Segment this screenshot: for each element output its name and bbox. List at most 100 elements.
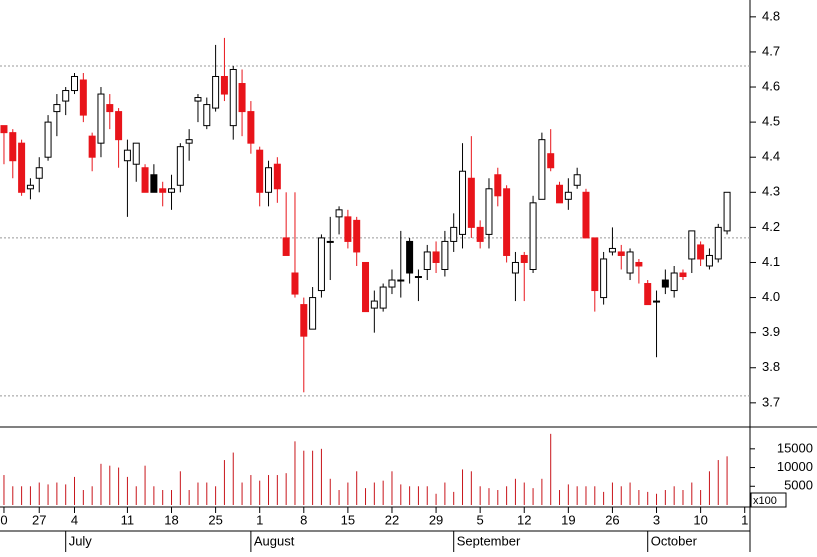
candle-body xyxy=(62,90,70,102)
candle-body xyxy=(123,149,131,162)
candle-body xyxy=(670,272,678,292)
candle-body xyxy=(653,300,661,303)
candle-body xyxy=(282,237,290,256)
candle-body xyxy=(608,247,616,253)
candle-body xyxy=(53,104,61,113)
month-label: August xyxy=(254,533,295,548)
y-tick-label: 3.9 xyxy=(762,324,780,339)
candle-body xyxy=(388,279,396,288)
candle-body xyxy=(441,240,449,270)
y-tick-label: 4.1 xyxy=(762,254,780,269)
y-tick-label: 4.0 xyxy=(762,289,780,304)
candle-body xyxy=(335,209,343,218)
candle-body xyxy=(467,177,475,228)
y-tick-label: 4.8 xyxy=(762,8,780,23)
x-tick-label: 19 xyxy=(561,512,575,527)
y-tick-label: 4.3 xyxy=(762,184,780,199)
x-tick-label: 27 xyxy=(32,512,46,527)
y-tick-label: 4.7 xyxy=(762,43,780,58)
candle-body xyxy=(379,286,387,309)
y-tick-label: 4.6 xyxy=(762,78,780,93)
candle-body xyxy=(88,135,96,158)
candle-body xyxy=(688,230,696,260)
candle-body xyxy=(79,79,87,116)
candle-body xyxy=(317,237,325,292)
candle-body xyxy=(538,139,546,200)
candle-body xyxy=(353,219,361,253)
candle-body xyxy=(9,132,17,162)
y-tick-label: 4.2 xyxy=(762,219,780,234)
candle-body xyxy=(194,97,202,102)
candle-body xyxy=(503,188,511,256)
candle-body xyxy=(273,163,281,190)
x-tick-label: 25 xyxy=(208,512,222,527)
candle-body xyxy=(723,191,731,232)
x-tick-label: 10 xyxy=(693,512,707,527)
candle-body xyxy=(459,170,467,235)
volume-unit: x100 xyxy=(753,495,777,507)
candle-body xyxy=(18,142,26,193)
month-label: September xyxy=(457,533,521,548)
x-tick-label: 26 xyxy=(605,512,619,527)
candle-body xyxy=(265,167,273,193)
candle-body xyxy=(159,188,167,193)
candle-body xyxy=(556,184,564,204)
volume-tick-label: 5000 xyxy=(784,478,813,493)
candle-body xyxy=(600,258,608,299)
month-label: October xyxy=(651,533,698,548)
x-tick-label: 0 xyxy=(0,512,7,527)
candle-body xyxy=(26,184,34,190)
x-tick-label: 18 xyxy=(164,512,178,527)
candle-body xyxy=(247,111,255,144)
candle-body xyxy=(0,125,8,134)
candle-body xyxy=(132,142,140,165)
candle-body xyxy=(35,167,43,179)
candle-body xyxy=(626,251,634,274)
candle-body xyxy=(520,254,528,263)
x-tick-label: 3 xyxy=(653,512,660,527)
candle-body xyxy=(212,75,220,109)
candle-body xyxy=(97,93,105,144)
y-tick-label: 3.8 xyxy=(762,359,780,374)
candle-body xyxy=(309,297,317,330)
candle-body xyxy=(106,104,114,113)
x-tick-label: 29 xyxy=(429,512,443,527)
candle-body xyxy=(494,174,502,197)
candle-body xyxy=(300,304,308,337)
candle-body xyxy=(71,75,79,92)
candle-body xyxy=(714,226,722,260)
x-tick-label: 12 xyxy=(517,512,531,527)
candle-body xyxy=(635,261,643,267)
candle-body xyxy=(529,202,537,270)
candle-body xyxy=(326,240,334,243)
y-tick-label: 4.4 xyxy=(762,149,780,164)
volume-tick-label: 10000 xyxy=(777,459,813,474)
y-tick-label: 3.7 xyxy=(762,394,780,409)
candle-body xyxy=(203,104,211,127)
candle-body xyxy=(370,300,378,309)
candle-body xyxy=(564,191,572,200)
x-tick-label: 1 xyxy=(256,512,263,527)
x-tick-label: 1 xyxy=(741,512,748,527)
candle-body xyxy=(115,111,123,141)
candle-body xyxy=(582,191,590,239)
candle-body xyxy=(168,188,176,193)
candle-body xyxy=(238,83,246,113)
volume-tick-label: 15000 xyxy=(777,440,813,455)
x-tick-label: 11 xyxy=(121,512,135,527)
candle-body xyxy=(697,244,705,260)
candle-body xyxy=(450,226,458,242)
candle-body xyxy=(185,139,193,144)
candle-body xyxy=(291,272,299,295)
candle-body xyxy=(617,251,625,256)
candle-body xyxy=(679,272,687,278)
x-tick-label: 22 xyxy=(385,512,399,527)
candle-body xyxy=(362,261,370,313)
candle-body xyxy=(423,251,431,270)
candle-body xyxy=(344,216,352,242)
candle-body xyxy=(406,240,414,274)
candle-body xyxy=(414,276,422,279)
candle-body xyxy=(220,75,228,95)
y-tick-label: 4.5 xyxy=(762,114,780,129)
